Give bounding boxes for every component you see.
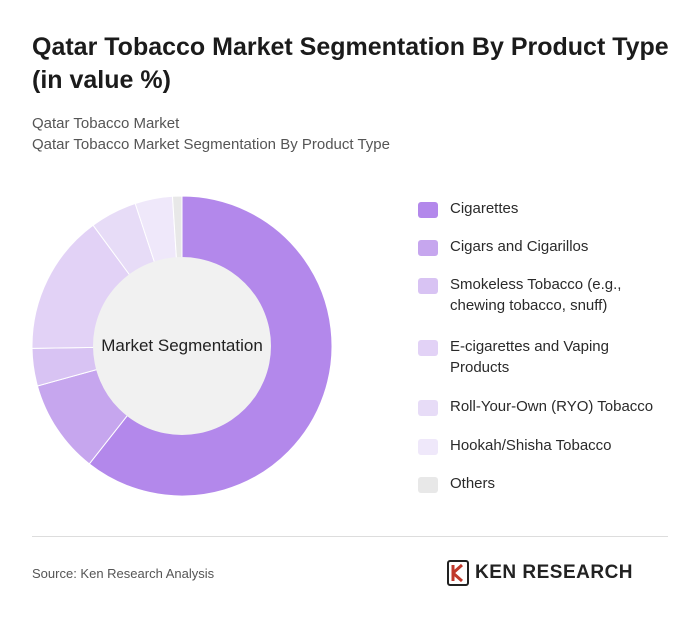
legend-item: Smokeless Tobacco (e.g., chewing tobacco… <box>418 274 670 316</box>
donut-hole <box>93 257 271 435</box>
legend-swatch <box>418 477 438 493</box>
legend-label: Others <box>450 475 496 492</box>
ken-research-logo-icon <box>447 560 469 586</box>
legend-label: E-cigarettes and Vaping Products <box>450 338 609 376</box>
legend-item: Cigarettes <box>418 198 670 219</box>
chart-title: Qatar Tobacco Market Segmentation By Pro… <box>32 33 669 94</box>
legend-swatch <box>418 240 438 256</box>
breadcrumb: Qatar Tobacco Market Qatar Tobacco Marke… <box>32 113 390 155</box>
donut-chart <box>31 195 333 497</box>
breadcrumb-market: Qatar Tobacco Market <box>32 115 180 132</box>
legend-item: Cigars and Cigarillos <box>418 236 670 257</box>
legend-item: Hookah/Shisha Tobacco <box>418 435 670 456</box>
legend-item: Others <box>418 473 670 494</box>
breadcrumb-segmentation: Qatar Tobacco Market Segmentation By Pro… <box>32 136 390 153</box>
source-note: Source: Ken Research Analysis <box>32 566 215 581</box>
legend-swatch <box>418 439 438 455</box>
footer-divider <box>32 536 668 537</box>
legend-swatch <box>418 202 438 218</box>
legend-label: Smokeless Tobacco (e.g., chewing tobacco… <box>450 276 622 314</box>
ken-research-logo: KEN RESEARCH <box>447 560 633 586</box>
legend-swatch <box>418 340 438 356</box>
legend-label: Cigars and Cigarillos <box>450 238 589 255</box>
legend-item: E-cigarettes and Vaping Products <box>418 336 670 378</box>
legend-label: Cigarettes <box>450 200 519 217</box>
ken-research-logo-text: KEN RESEARCH <box>475 562 634 583</box>
legend-label: Hookah/Shisha Tobacco <box>450 437 612 454</box>
legend-swatch <box>418 278 438 294</box>
legend-swatch <box>418 400 438 416</box>
legend-item: Roll-Your-Own (RYO) Tobacco <box>418 396 670 417</box>
donut-center-label: Market Segmentation <box>101 336 263 355</box>
legend-label: Roll-Your-Own (RYO) Tobacco <box>450 398 654 415</box>
